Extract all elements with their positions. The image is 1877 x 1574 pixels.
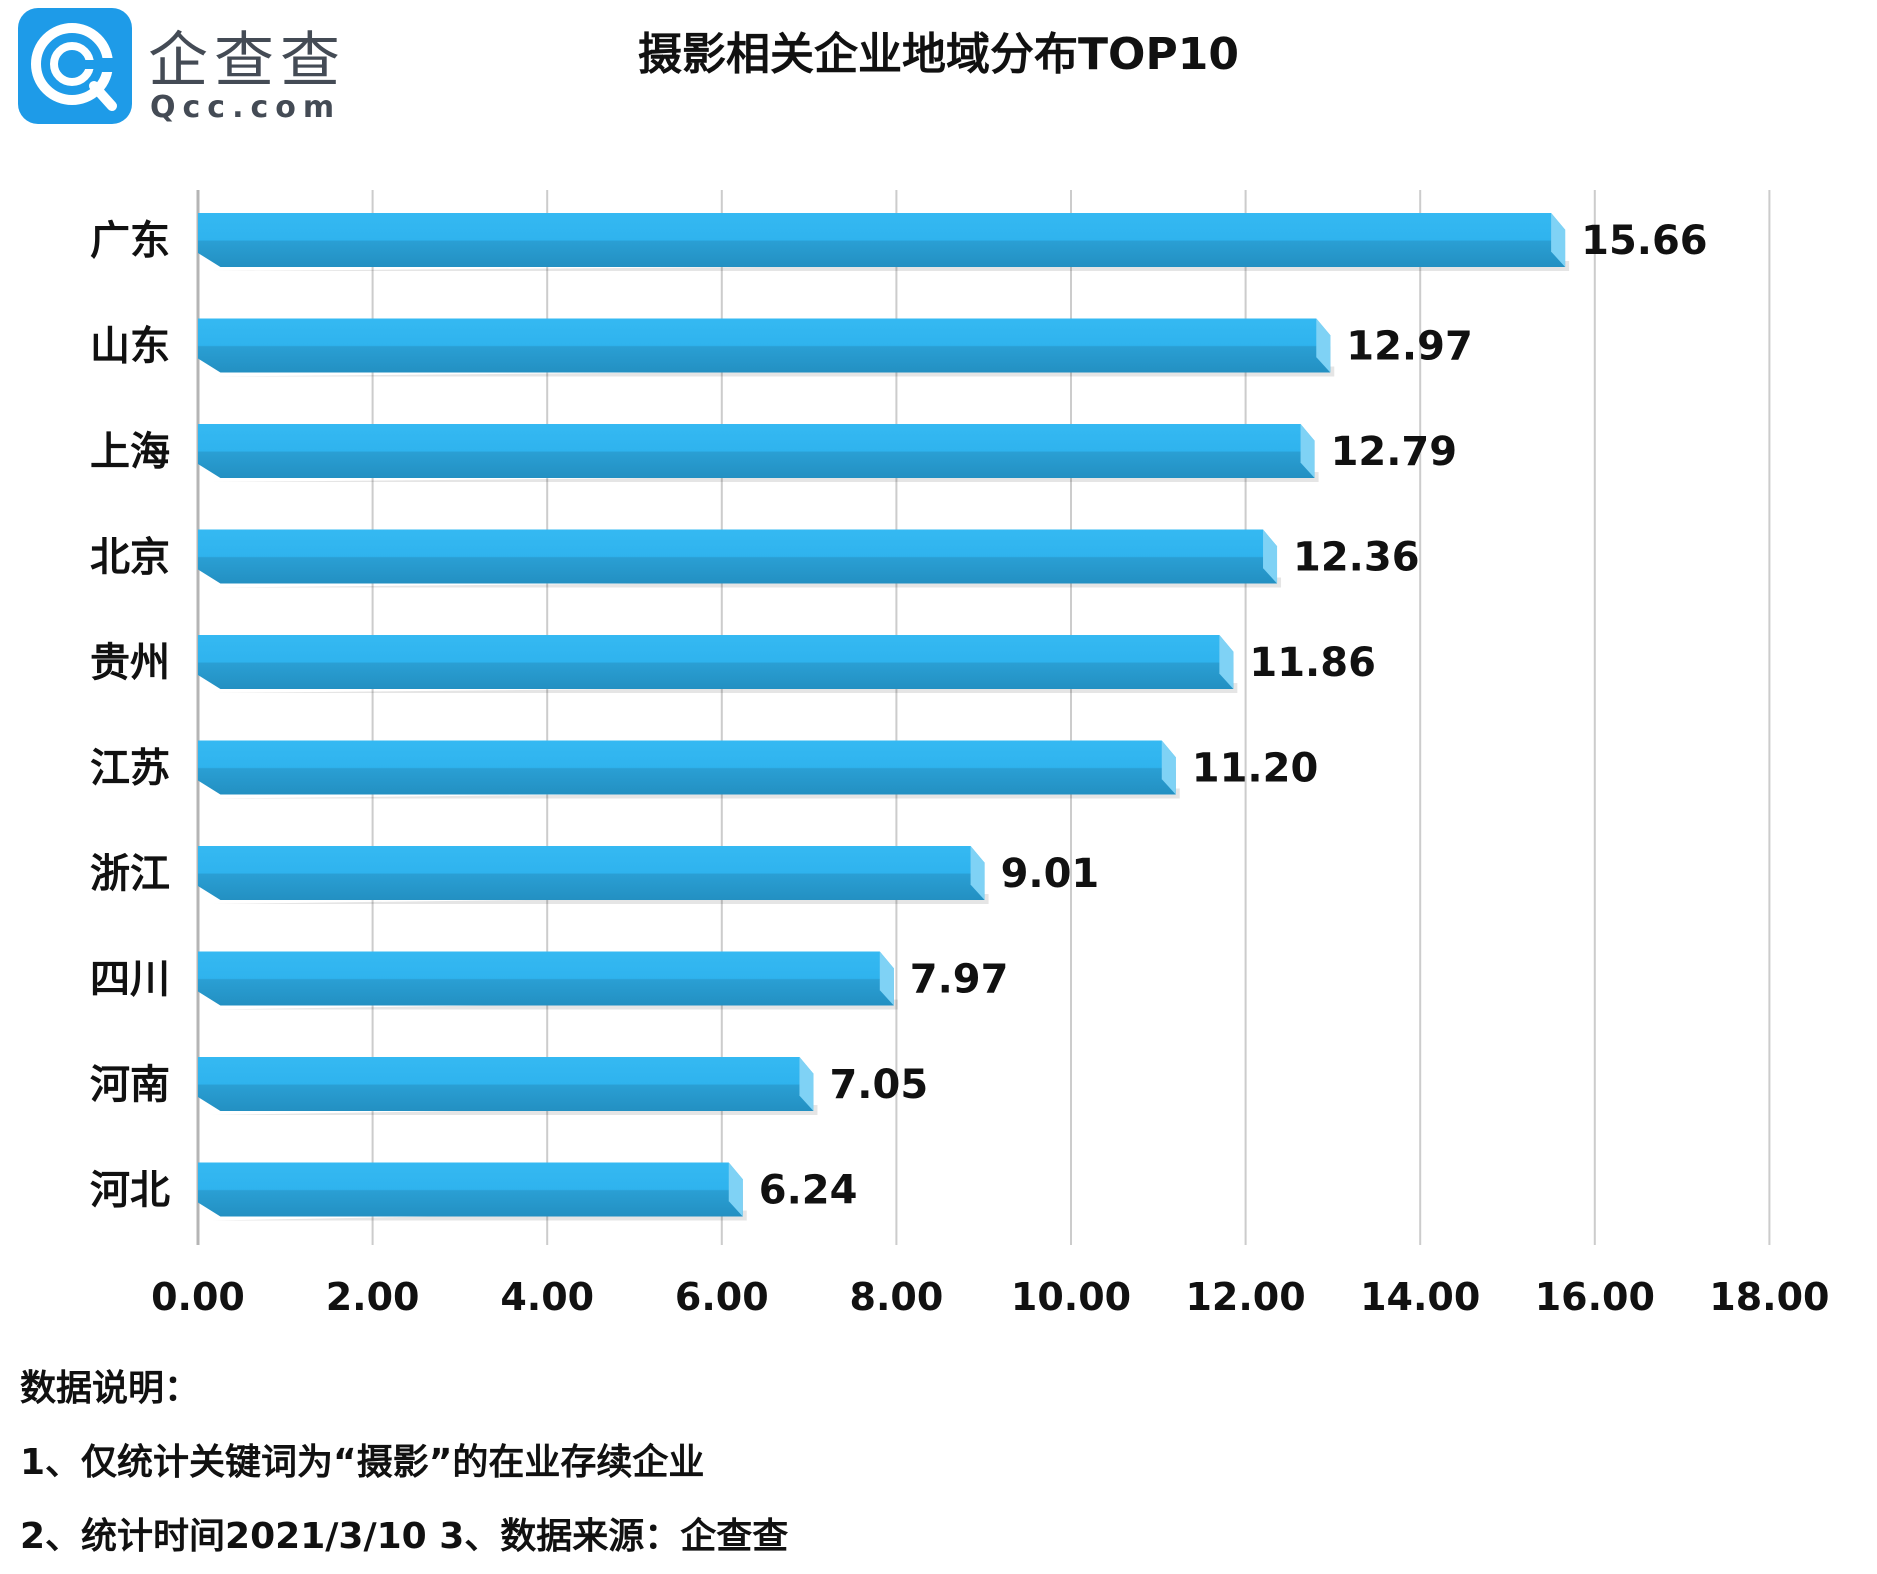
- category-label: 河南: [90, 1062, 170, 1108]
- bar: [198, 318, 1331, 373]
- category-label: 广东: [90, 218, 170, 264]
- x-tick-label: 2.00: [326, 1275, 420, 1319]
- bar-end-cap: [879, 951, 894, 1006]
- category-label: 山东: [90, 324, 170, 370]
- bar: [198, 740, 1176, 795]
- x-tick-label: 0.00: [151, 1275, 245, 1319]
- bar: [198, 529, 1278, 584]
- chart-labels: 0.00 2.00 4.00 6.00 8.00 10.00 12.00 14.00 16.00…: [90, 218, 1830, 1319]
- x-tick-label: 4.00: [500, 1275, 594, 1319]
- bar-end-cap: [728, 1162, 743, 1217]
- bar: [198, 635, 1234, 689]
- x-tick-label: 14.00: [1360, 1275, 1480, 1319]
- category-label: 贵州: [90, 640, 170, 686]
- bar: [198, 951, 894, 1006]
- category-label: 浙江: [90, 851, 170, 897]
- brand-logo: 企查查 Qcc.com: [18, 8, 348, 128]
- bar: [198, 1057, 814, 1111]
- bar-chart: 0.00 2.00 4.00 6.00 8.00 10.00 12.00 14.00 16.00…: [90, 190, 1830, 1319]
- x-tick-label: 12.00: [1185, 1275, 1305, 1319]
- bar-end-cap: [970, 846, 985, 900]
- value-label: 6.24: [759, 1168, 858, 1214]
- x-tick-label: 10.00: [1011, 1275, 1131, 1319]
- bar-end-cap: [799, 1057, 814, 1111]
- qcc-logo-icon: [18, 8, 132, 124]
- x-tick-label: 16.00: [1535, 1275, 1655, 1319]
- x-tick-label: 6.00: [675, 1275, 769, 1319]
- value-label: 12.97: [1346, 324, 1473, 370]
- bar-end-cap: [1551, 213, 1566, 267]
- category-label: 北京: [90, 535, 170, 581]
- bar-end-cap: [1316, 318, 1331, 373]
- value-label: 7.05: [829, 1062, 928, 1108]
- chart-bars: [198, 213, 1570, 1221]
- value-label: 12.36: [1293, 535, 1420, 581]
- value-label: 15.66: [1581, 218, 1708, 264]
- note-time-source: 2、统计时间2021/3/10 3、数据来源：企查查: [20, 1516, 789, 1557]
- brand-domain: Qcc.com: [150, 90, 342, 125]
- bar-end-cap: [1300, 424, 1315, 478]
- value-label: 9.01: [1001, 851, 1100, 897]
- note-keyword: 1、仅统计关键词为“摄影”的在业存续企业: [20, 1442, 705, 1483]
- x-tick-label: 18.00: [1709, 1275, 1829, 1319]
- data-notes: 数据说明： 1、仅统计关键词为“摄影”的在业存续企业 2、统计时间2021/3/…: [20, 1352, 788, 1574]
- bar: [198, 213, 1566, 267]
- brand-name: 企查查: [148, 26, 346, 96]
- category-label: 四川: [90, 957, 170, 1003]
- notes-heading: 数据说明：: [20, 1368, 201, 1409]
- bar-end-cap: [1161, 740, 1176, 795]
- bar-end-cap: [1263, 529, 1278, 584]
- category-label: 河北: [90, 1168, 170, 1214]
- bar-end-cap: [1219, 635, 1234, 689]
- value-label: 12.79: [1331, 429, 1458, 475]
- x-tick-label: 8.00: [850, 1275, 944, 1319]
- value-label: 7.97: [910, 957, 1009, 1003]
- value-label: 11.20: [1192, 746, 1319, 792]
- bar: [198, 846, 985, 900]
- bar: [198, 424, 1315, 478]
- chart-title: 摄影相关企业地域分布TOP10: [638, 29, 1239, 80]
- bar: [198, 1162, 743, 1217]
- category-label: 上海: [90, 429, 170, 475]
- value-label: 11.86: [1249, 640, 1376, 686]
- category-label: 江苏: [90, 746, 170, 792]
